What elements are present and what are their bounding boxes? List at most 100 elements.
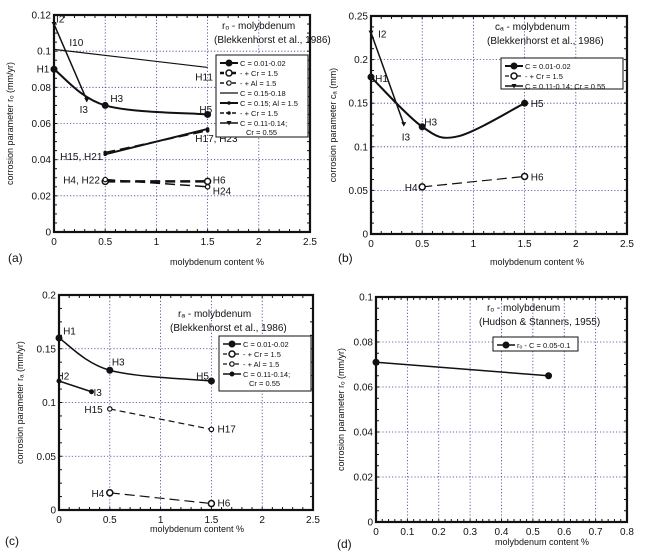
point-annotation: I10 xyxy=(69,38,83,49)
point-annotation: H3 xyxy=(112,358,125,369)
y-tick-label: 0 xyxy=(45,228,51,239)
plot-frame xyxy=(369,14,629,236)
y-axis-label: corrosion parameter rₐ (mm/yr) xyxy=(15,341,25,464)
series-1 xyxy=(372,358,553,380)
point-annotation: H1 xyxy=(375,74,388,85)
point-annotation: H15, H21 xyxy=(60,152,103,163)
x-tick-label: 2 xyxy=(573,239,579,250)
data-point xyxy=(106,366,114,374)
legend-label: - + Cr = 1.5 xyxy=(240,69,278,78)
legend-box xyxy=(492,336,579,352)
data-point xyxy=(368,30,374,36)
legend: C = 0.01-0.02 - + Cr = 1.5C = 0.11-0.14;… xyxy=(500,57,624,91)
point-annotation: H4, H22 xyxy=(63,176,100,187)
x-axis-label: molybdenum content % xyxy=(170,257,264,267)
point-annotation: H3 xyxy=(424,118,437,129)
y-tick-label: 0.12 xyxy=(32,11,52,22)
y-tick-label: 0.05 xyxy=(349,186,369,197)
legend-marker xyxy=(226,121,232,126)
legend-marker xyxy=(225,69,233,77)
data-point xyxy=(103,150,107,155)
legend-marker xyxy=(510,72,518,80)
legend-label: C = 0.01-0.02 xyxy=(243,340,289,349)
y-tick-label: 0 xyxy=(50,506,56,517)
data-point xyxy=(204,110,212,118)
y-axis-label: corrosion parameter rₒ (mm/yr) xyxy=(5,62,15,185)
point-annotation: I2 xyxy=(61,372,70,383)
x-tick-label: 0.6 xyxy=(557,527,571,538)
x-axis-label: molybdenum content % xyxy=(490,257,584,267)
legend: C = 0.01-0.02 - + Cr = 1.5 - + Al = 1.5C… xyxy=(215,54,309,138)
legend-marker xyxy=(225,59,233,67)
point-annotation: H6 xyxy=(531,172,544,183)
x-tick-label: 1.5 xyxy=(201,237,215,248)
point-annotation: I2 xyxy=(56,15,65,26)
legend-label: Cr = 0.55 xyxy=(246,128,277,137)
data-point xyxy=(56,378,62,384)
point-annotation: H6 xyxy=(213,176,226,187)
panel-a: 0 0.5 1 1.5 2 2.5 0 0.02 0.04 0.06 0.08 0.1 0.12 moly… xyxy=(5,11,331,268)
chart-subtitle: (Blekkenhorst et al., 1986) xyxy=(214,35,331,46)
legend-label: C = 0.11-0.14; xyxy=(240,119,287,128)
legend-label: C = 0.15; Al = 1.5 xyxy=(240,99,298,108)
x-tick-label: 1 xyxy=(154,237,160,248)
x-tick-label: 0.5 xyxy=(98,237,112,248)
y-tick-label: 0.2 xyxy=(354,55,368,66)
x-tick-label: 0 xyxy=(373,527,379,538)
series-1 xyxy=(50,65,212,118)
chart-title: cₐ - molybdenum xyxy=(495,22,570,33)
data-point xyxy=(51,22,57,27)
data-point xyxy=(520,172,529,181)
legend-label: - + Cr = 1.5 xyxy=(243,350,281,359)
legend-label: - + Al = 1.5 xyxy=(240,79,276,88)
data-point xyxy=(203,177,212,186)
point-annotation: I3 xyxy=(94,388,103,399)
series-3 xyxy=(107,406,215,433)
series-line xyxy=(375,361,549,377)
data-point xyxy=(401,122,407,127)
legend-label: C = 0.15-0.18 xyxy=(240,89,286,98)
legend-label: rₒ - C = 0.05-0.1 xyxy=(517,341,570,350)
y-tick-label: 0.02 xyxy=(354,473,374,484)
legend-marker xyxy=(229,371,235,377)
x-tick-label: 1 xyxy=(158,515,164,526)
point-annotation: H17, H23 xyxy=(195,134,238,145)
series-1 xyxy=(55,334,215,385)
series-7 xyxy=(51,22,90,103)
x-tick-label: 0.4 xyxy=(495,527,509,538)
legend-marker xyxy=(226,80,232,86)
legend-label: C = 0.11-0.14; Cr = 0.55 xyxy=(525,82,605,91)
data-point xyxy=(55,334,63,342)
legend-marker xyxy=(502,341,510,349)
panel-d: 0 0.1 0.2 0.3 0.4 0.5 0.6 0.7 0.8 0 0.02 0.04 0.06 0.… xyxy=(336,293,634,552)
y-tick-label: 0.1 xyxy=(354,142,368,153)
legend-label: C = 0.01-0.02 xyxy=(525,62,571,71)
legend-label: - + Cr = 1.5 xyxy=(525,72,563,81)
y-tick-label: 0.06 xyxy=(354,383,374,394)
chart-title: rₒ - molybdenum xyxy=(487,303,560,314)
legend-label: C = 0.01-0.02 xyxy=(240,59,286,68)
data-point xyxy=(418,123,426,131)
y-tick-label: 0.1 xyxy=(359,293,373,304)
y-tick-label: 0.08 xyxy=(32,83,52,94)
series-2 xyxy=(106,489,216,508)
y-tick-label: 0.08 xyxy=(354,338,374,349)
data-point xyxy=(50,65,58,73)
y-tick-label: 0.1 xyxy=(42,398,56,409)
panel-letter: (c) xyxy=(5,534,19,548)
data-point xyxy=(106,489,114,497)
legend-label: Cr = 0.55 xyxy=(249,379,280,388)
y-axis-label: corrosion parameter rₒ (mm/yr) xyxy=(336,348,346,471)
y-tick-label: 0.15 xyxy=(349,99,369,110)
series-2 xyxy=(418,172,529,191)
data-point xyxy=(372,358,380,366)
x-tick-label: 1.5 xyxy=(204,515,218,526)
point-annotation: H6 xyxy=(217,498,230,509)
legend: C = 0.01-0.02 - + Cr = 1.5 - + Al = 1.5C… xyxy=(218,335,312,392)
series-line xyxy=(370,76,526,139)
x-tick-label: 0 xyxy=(56,515,62,526)
x-tick-label: 0.7 xyxy=(589,527,603,538)
legend-marker xyxy=(510,62,518,70)
y-tick-label: 0 xyxy=(367,518,373,529)
